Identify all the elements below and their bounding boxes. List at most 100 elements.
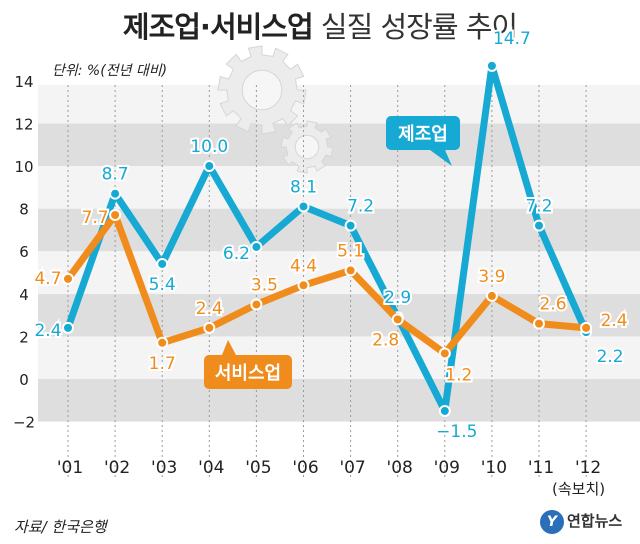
y-tick-label: 12	[14, 115, 33, 133]
series-point	[297, 200, 310, 213]
series-point	[62, 321, 74, 334]
y-tick-label: 10	[14, 158, 33, 176]
y-tick-label: −2	[13, 414, 35, 432]
data-label: 6.2	[223, 244, 250, 264]
x-axis-ticks: '01 '02 '03 '04 '05 '06 '07 '08 '09 '10 '11 '12	[57, 458, 601, 478]
data-label: 2.2	[597, 347, 624, 367]
y-tick-label: 14	[14, 73, 33, 91]
grid-band	[38, 379, 640, 422]
data-label: 1.2	[445, 365, 472, 385]
series-point	[438, 404, 451, 417]
data-label: 14.7	[493, 29, 531, 49]
series-point	[109, 187, 122, 200]
series-point	[438, 347, 451, 360]
legend-services: 서비스업	[204, 340, 292, 389]
page-title: 제조업·서비스업 실질 성장률 추이	[0, 4, 640, 46]
data-label: 5.1	[337, 241, 364, 261]
series-point	[156, 257, 169, 270]
series-point	[344, 264, 357, 277]
data-label: 4.7	[34, 269, 61, 289]
data-label: 2.4	[601, 311, 628, 331]
data-label: 3.9	[478, 267, 505, 287]
x-tick-label: '05	[245, 458, 271, 478]
x-tick-label: '12	[575, 458, 601, 478]
data-label: 2.8	[372, 330, 399, 350]
legend-box	[386, 116, 460, 150]
data-label: 2.4	[196, 299, 223, 319]
x-tick-label: '04	[198, 458, 224, 478]
data-label: 2.9	[384, 288, 411, 308]
series-point	[580, 321, 593, 334]
legend-box	[204, 355, 292, 389]
data-label: 10.0	[190, 137, 228, 157]
logo-text: 연합뉴스	[567, 512, 623, 530]
series-point	[533, 219, 545, 232]
series-point	[109, 208, 122, 221]
series-line	[64, 62, 590, 415]
x-tick-label: '09	[434, 458, 460, 478]
unit-label: 단위: %(전년 대비)	[52, 63, 168, 79]
grid-band	[38, 85, 640, 124]
title-bold: 제조업·서비스업	[122, 10, 314, 44]
title-light: 실질 성장률 추이	[320, 10, 518, 44]
y-tick-label: 6	[19, 243, 29, 261]
grid-band	[38, 166, 640, 209]
y-tick-label: 8	[19, 201, 29, 219]
x-tick-label: '02	[104, 458, 130, 478]
source-label: 자료/ 한국은행	[14, 518, 107, 536]
data-label: 2.6	[539, 295, 566, 315]
footnote: (속보치)	[552, 480, 606, 498]
data-label: −1.5	[436, 422, 477, 442]
y-tick-label: 0	[19, 371, 29, 389]
x-tick-label: '11	[528, 458, 554, 478]
y-axis-ticks: 14 12 10 8 6 4 2 0 −2	[13, 73, 35, 432]
y-tick-label: 4	[19, 286, 29, 304]
series-point	[250, 240, 263, 253]
grid-band	[38, 336, 640, 379]
gear-icon	[280, 120, 334, 174]
legend-tail	[222, 340, 236, 355]
gear-icon	[217, 45, 307, 135]
data-label: 8.7	[102, 165, 129, 185]
x-tick-label: '08	[387, 458, 413, 478]
data-labels: 2.4 8.7 5.4 10.0 6.2 8.1 7.2 2.9 −1.5 14.7 7.2 2.2 4…	[32, 27, 629, 444]
series-point	[485, 59, 498, 72]
data-label: 8.1	[290, 177, 317, 197]
data-label: 4.4	[290, 256, 317, 276]
x-tick-label: '10	[481, 458, 507, 478]
data-label: 7.2	[525, 197, 552, 217]
legend-label: 서비스업	[215, 363, 281, 384]
series-line	[64, 211, 590, 357]
series-point	[344, 219, 357, 232]
series-layer	[62, 59, 593, 417]
series-point	[250, 298, 263, 311]
x-tick-label: '01	[57, 458, 83, 478]
series-point	[156, 336, 169, 349]
grid-band	[38, 123, 640, 166]
x-tick-label: '07	[339, 458, 365, 478]
x-tick-label: '06	[292, 458, 318, 478]
data-label: 2.4	[34, 321, 61, 341]
series-point	[297, 279, 310, 292]
series-point	[485, 289, 498, 302]
logo: Y 연합뉴스	[540, 510, 622, 534]
data-label: 7.7	[82, 208, 109, 228]
series-point	[391, 313, 404, 326]
legend-label: 제조업	[398, 124, 448, 145]
legend-tail	[430, 150, 452, 166]
gear-decoration	[217, 45, 334, 174]
series-point	[533, 317, 545, 330]
x-tick-label: '03	[151, 458, 177, 478]
legend-manufacturing: 제조업	[386, 116, 460, 166]
data-label: 1.7	[149, 354, 176, 374]
y-tick-label: 2	[19, 328, 29, 346]
series-point	[62, 272, 74, 285]
logo-icon: Y	[540, 510, 564, 534]
series-point	[203, 160, 216, 172]
data-label: 7.2	[347, 197, 374, 217]
data-label: 5.4	[149, 275, 176, 295]
series-point	[203, 321, 216, 334]
